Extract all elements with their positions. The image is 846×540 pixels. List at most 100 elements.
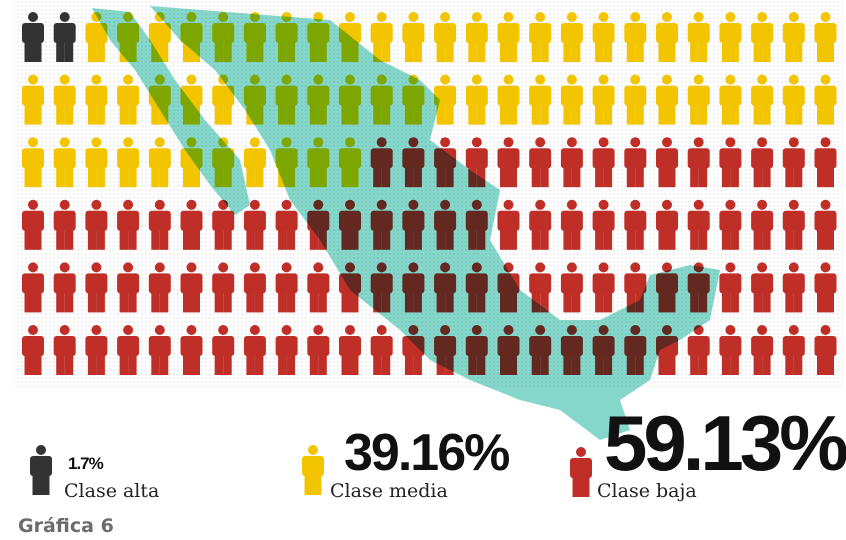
person-icon (814, 262, 837, 313)
person-icon (22, 137, 44, 188)
person-icon (814, 74, 837, 125)
person-icon (212, 262, 235, 313)
person-icon (624, 12, 647, 62)
person-icon (560, 74, 583, 125)
person-icon (656, 74, 678, 125)
person-icon (22, 325, 44, 375)
person-icon (624, 137, 647, 188)
person-icon (22, 262, 44, 313)
person-icon (22, 74, 44, 125)
legend: 1.7% Clase alta 39.16% Clase media 59.13… (30, 399, 846, 502)
person-icon (719, 199, 742, 250)
person-icon (465, 12, 488, 62)
person-icon (782, 137, 805, 188)
person-icon (434, 12, 457, 62)
person-icon (624, 74, 647, 125)
person-icon (529, 137, 552, 188)
person-icon (117, 74, 140, 125)
person-icon (751, 199, 774, 250)
person-icon (117, 262, 140, 313)
person-icon (53, 12, 76, 62)
person-icon (719, 12, 742, 62)
person-icon (497, 12, 520, 62)
person-icon (53, 262, 76, 313)
person-icon (148, 325, 171, 375)
person-icon (148, 137, 171, 188)
person-icon (85, 199, 108, 250)
legend-label: Clase alta (64, 480, 159, 502)
person-icon (275, 262, 298, 313)
person-icon (560, 137, 583, 188)
person-icon (751, 137, 774, 188)
legend-icon (570, 447, 592, 497)
person-icon (180, 199, 203, 250)
person-icon (529, 12, 552, 62)
person-icon (22, 199, 44, 250)
person-icon (243, 199, 266, 250)
person-icon (592, 12, 615, 62)
person-icon (497, 199, 520, 250)
person-icon (782, 262, 805, 313)
person-icon (529, 74, 552, 125)
person-icon (592, 74, 615, 125)
person-icon (243, 325, 266, 375)
person-icon (117, 137, 140, 188)
person-icon (814, 12, 837, 62)
person-icon (782, 199, 805, 250)
person-icon (719, 74, 742, 125)
person-icon (307, 325, 330, 375)
person-icon (592, 137, 615, 188)
person-icon (529, 199, 552, 250)
person-icon (85, 74, 108, 125)
person-icon (624, 199, 647, 250)
person-icon (180, 262, 203, 313)
person-icon (402, 12, 425, 62)
person-icon (560, 199, 583, 250)
person-icon (687, 74, 710, 125)
person-icon (275, 325, 298, 375)
person-icon (782, 325, 805, 375)
person-icon (719, 262, 742, 313)
map-shape (92, 6, 720, 440)
person-icon (148, 199, 171, 250)
person-icon (85, 262, 108, 313)
legend-label: Clase media (330, 480, 448, 502)
person-icon (497, 137, 520, 188)
person-icon (592, 199, 615, 250)
person-icon (85, 325, 108, 375)
person-icon (148, 262, 171, 313)
person-icon (814, 137, 837, 188)
person-icon (212, 325, 235, 375)
person-icon (529, 262, 552, 313)
legend-value: 59.13% (604, 399, 846, 487)
person-icon (275, 199, 298, 250)
person-icon (782, 74, 805, 125)
legend-icon (30, 445, 52, 495)
person-icon (814, 325, 837, 375)
person-icon (782, 12, 805, 62)
person-icon (656, 137, 678, 188)
person-icon (560, 12, 583, 62)
person-icon (687, 12, 710, 62)
person-icon (751, 262, 774, 313)
person-icon (814, 199, 837, 250)
person-icon (180, 325, 203, 375)
legend-label: Clase baja (597, 480, 697, 502)
person-icon (243, 262, 266, 313)
person-icon (560, 262, 583, 313)
legend-value: 39.16% (344, 424, 509, 482)
person-icon (687, 199, 710, 250)
person-icon (307, 262, 330, 313)
person-icon (53, 137, 76, 188)
person-icon (53, 199, 76, 250)
person-icon (339, 325, 361, 375)
person-icon (656, 199, 678, 250)
person-icon (370, 12, 393, 62)
person-icon (719, 137, 742, 188)
person-icon (117, 325, 140, 375)
caption: Gráfica 6 (18, 515, 114, 537)
person-icon (497, 74, 520, 125)
person-icon (687, 325, 710, 375)
legend-icon (302, 445, 324, 495)
